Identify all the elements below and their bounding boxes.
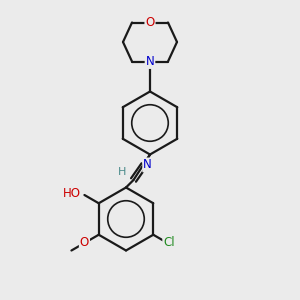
Text: O: O bbox=[80, 236, 89, 250]
Text: N: N bbox=[143, 158, 152, 172]
Text: H: H bbox=[118, 167, 126, 178]
Text: O: O bbox=[146, 16, 154, 29]
Text: Cl: Cl bbox=[163, 236, 175, 250]
Text: N: N bbox=[146, 55, 154, 68]
Text: HO: HO bbox=[63, 187, 81, 200]
